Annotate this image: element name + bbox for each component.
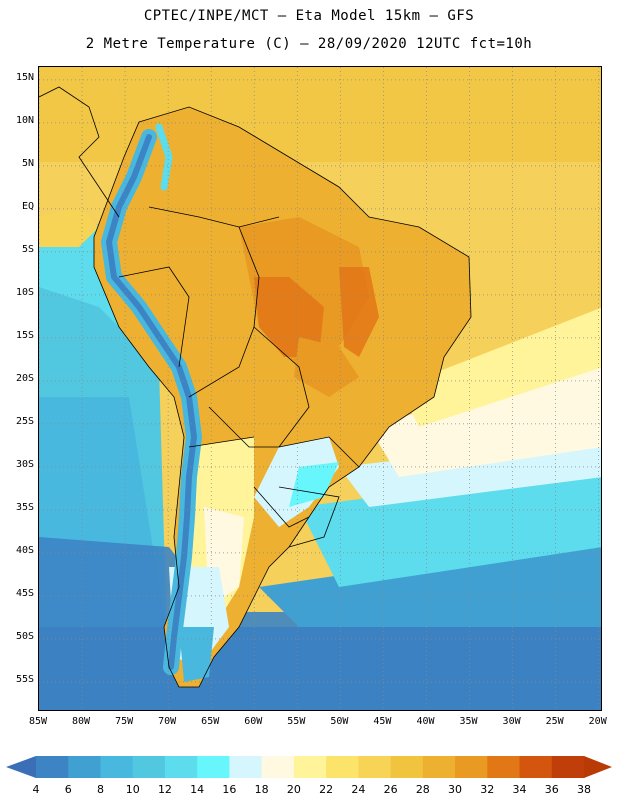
lat-label: 50S [15, 630, 34, 642]
map-title-line2: 2 Metre Temperature (C) – 28/09/2020 12U… [85, 36, 533, 52]
colorbar-swatch [358, 756, 392, 778]
colorbar-swatch [229, 756, 263, 778]
lat-label: 20S [15, 372, 34, 384]
colorbar-swatch [100, 756, 134, 778]
country-borders [39, 86, 472, 688]
temperature-map [38, 66, 602, 711]
colorbar-label: 34 [512, 783, 527, 796]
lon-label: 50W [330, 716, 349, 727]
colorbar-swatch [326, 756, 359, 778]
colorbar-swatch [455, 756, 488, 778]
lon-label: 25W [545, 716, 564, 727]
colorbar-label: 12 [157, 783, 172, 796]
lat-label: 15N [15, 71, 34, 83]
map-title-line1: CPTEC/INPE/MCT – Eta Model 15km – GFS [143, 8, 475, 24]
colorbar-swatch [197, 756, 230, 778]
lat-label: 55S [15, 673, 34, 685]
andes-cold-ribbon [101, 123, 202, 675]
colorbar-label: 10 [125, 783, 140, 796]
lon-label: 30W [502, 716, 521, 727]
colorbar-label: 18 [254, 783, 269, 796]
colorbar-label: 16 [222, 783, 237, 796]
lat-label: 10S [15, 286, 34, 298]
lat-label: 10N [15, 114, 34, 126]
colorbar-label: 28 [415, 783, 430, 796]
colorbar-label: 24 [351, 783, 366, 796]
map-canvas [39, 67, 601, 710]
lon-label: 75W [115, 716, 134, 727]
colorbar-swatch [519, 756, 553, 778]
colorbar-swatch [261, 756, 295, 778]
lon-label: 35W [459, 716, 478, 727]
colorbar-swatch [68, 756, 101, 778]
colorbar-label: 14 [190, 783, 205, 796]
colorbar [6, 756, 612, 778]
colorbar-swatch [293, 756, 327, 778]
lat-label: 45S [15, 587, 34, 599]
lon-label: 65W [201, 716, 220, 727]
lat-label: 5N [21, 157, 34, 169]
lat-label: 25S [15, 415, 34, 427]
lat-label: 15S [15, 329, 34, 341]
colorbar-high-arrow [584, 756, 612, 778]
lon-label: 55W [287, 716, 306, 727]
colorbar-label: 8 [96, 783, 104, 796]
colorbar-swatch [164, 756, 198, 778]
colorbar-label: 30 [448, 783, 463, 796]
colorbar-label: 32 [480, 783, 495, 796]
colorbar-label: 26 [383, 783, 398, 796]
lon-label: 80W [72, 716, 91, 727]
colorbar-label: 6 [64, 783, 72, 796]
lat-label: 35S [15, 501, 34, 513]
colorbar-label: 4 [32, 783, 40, 796]
lon-label: 60W [244, 716, 263, 727]
lon-label: 85W [28, 716, 48, 727]
lon-label: 70W [158, 716, 177, 727]
lat-label: 30S [15, 458, 34, 470]
colorbar-swatch [551, 756, 585, 778]
colorbar-swatch [487, 756, 521, 778]
lon-label: 45W [373, 716, 392, 727]
lat-label: 40S [15, 544, 34, 556]
colorbar-swatch [132, 756, 166, 778]
colorbar-label: 20 [286, 783, 301, 796]
colorbar-low-arrow [6, 756, 36, 778]
colorbar-swatch [422, 756, 456, 778]
lon-label: 40W [416, 716, 435, 727]
lat-label: EQ [21, 200, 34, 212]
colorbar-label: 38 [577, 783, 591, 796]
lon-label: 20W [588, 716, 607, 727]
colorbar-label: 22 [319, 783, 334, 796]
colorbar-swatch [390, 756, 424, 778]
colorbar-swatch [36, 756, 69, 778]
lat-label: 5S [21, 243, 34, 255]
colorbar-label: 36 [544, 783, 559, 796]
